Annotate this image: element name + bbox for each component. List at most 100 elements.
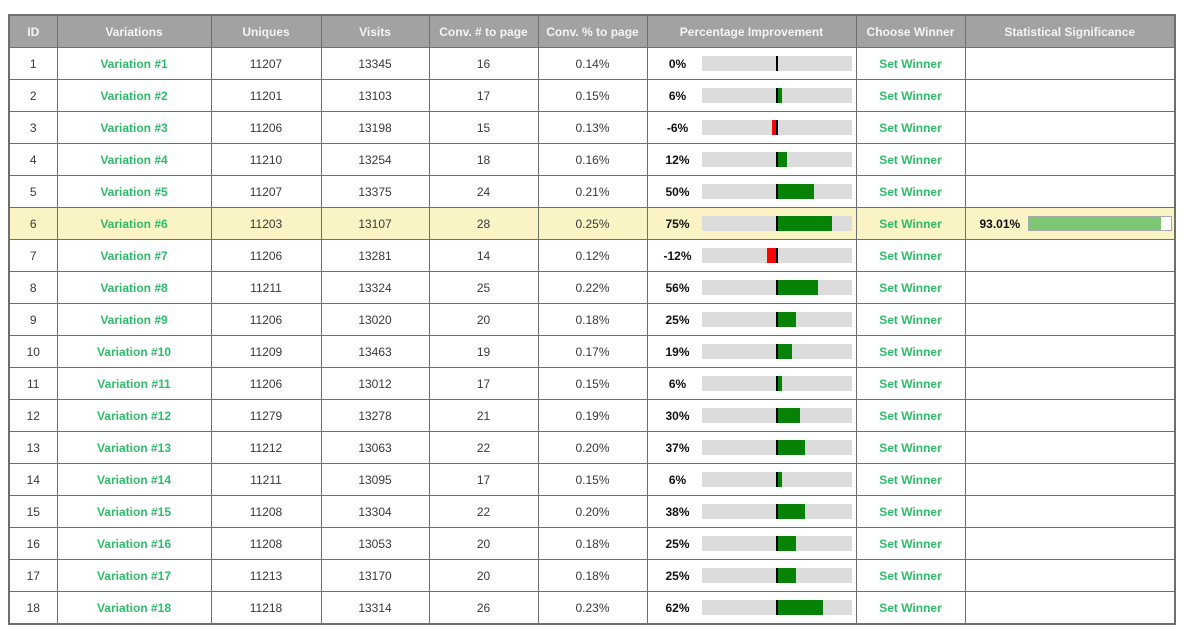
variation-link[interactable]: Variation #5: [100, 184, 168, 199]
variation-link[interactable]: Variation #12: [96, 408, 172, 423]
variation-link[interactable]: Variation #10: [96, 344, 172, 359]
variation-link[interactable]: Variation #14: [96, 472, 172, 487]
improvement-cell: 12%: [646, 143, 857, 176]
improvement-bar-track: [701, 344, 852, 359]
visits-cell: 13345: [320, 47, 430, 80]
table-body: 1 Variation #1 11207 13345 16 0.14% 0% Set Winn…: [8, 47, 1176, 625]
row-id-cell: 9: [8, 303, 58, 336]
conv-pct-cell: 0.20%: [537, 431, 648, 464]
visits-cell: 13095: [320, 463, 430, 496]
table-row: 1 Variation #1 11207 13345 16 0.14% 0% Set Winn…: [8, 47, 1176, 80]
variation-link[interactable]: Variation #3: [100, 120, 168, 135]
conv-num-cell: 15: [428, 111, 539, 144]
set-winner-button[interactable]: Set Winner: [879, 184, 942, 199]
visits-cell: 13103: [320, 79, 430, 112]
variation-link[interactable]: Variation #15: [96, 504, 172, 519]
uniques-cell: 11209: [210, 335, 322, 368]
improvement-bar-track: [701, 312, 852, 327]
improvement-bar-positive: [777, 440, 805, 455]
variation-link[interactable]: Variation #11: [97, 376, 171, 391]
variation-link[interactable]: Variation #8: [100, 280, 168, 295]
set-winner-button[interactable]: Set Winner: [879, 568, 942, 583]
set-winner-button[interactable]: Set Winner: [879, 216, 942, 231]
set-winner-button[interactable]: Set Winner: [879, 376, 942, 391]
variation-cell: Variation #12: [56, 399, 212, 432]
improvement-value-label: 25%: [665, 312, 690, 327]
uniques-cell: 11212: [210, 431, 322, 464]
variation-link[interactable]: Variation #13: [96, 440, 172, 455]
table-row: 5 Variation #5 11207 13375 24 0.21% 50% Set Win…: [8, 175, 1176, 208]
set-winner-button[interactable]: Set Winner: [879, 536, 942, 551]
improvement-value-label: 25%: [665, 536, 690, 551]
uniques-cell: 11206: [210, 303, 322, 336]
set-winner-button[interactable]: Set Winner: [879, 312, 942, 327]
set-winner-button[interactable]: Set Winner: [879, 344, 942, 359]
conv-num-cell: 19: [428, 335, 539, 368]
improvement-cell: -12%: [646, 239, 857, 272]
significance-cell: [964, 271, 1176, 304]
uniques-cell: 11279: [210, 399, 322, 432]
improvement-zero-line: [775, 312, 778, 327]
set-winner-button[interactable]: Set Winner: [879, 600, 942, 615]
row-id-cell: 3: [8, 111, 58, 144]
significance-cell: [964, 335, 1176, 368]
set-winner-button[interactable]: Set Winner: [879, 472, 942, 487]
choose-winner-cell: Set Winner: [855, 591, 966, 625]
improvement-value-label: 12%: [665, 152, 690, 167]
variation-link[interactable]: Variation #18: [96, 600, 172, 615]
uniques-cell: 11206: [210, 111, 322, 144]
visits-cell: 13053: [320, 527, 430, 560]
uniques-cell: 11207: [210, 47, 322, 80]
conv-num-cell: 24: [428, 175, 539, 208]
variation-link[interactable]: Variation #17: [96, 568, 172, 583]
improvement-zero-line: [775, 440, 778, 455]
variation-cell: Variation #1: [56, 47, 212, 80]
variation-link[interactable]: Variation #9: [100, 312, 168, 327]
conv-pct-cell: 0.16%: [537, 143, 648, 176]
conv-pct-cell: 0.13%: [537, 111, 648, 144]
improvement-value-label: 30%: [665, 408, 690, 423]
significance-cell: [964, 175, 1176, 208]
improvement-zero-line: [775, 184, 778, 199]
improvement-bar-positive: [777, 216, 832, 231]
conv-num-cell: 22: [428, 431, 539, 464]
table-row: 6 Variation #6 11203 13107 28 0.25% 75% Set Win…: [8, 207, 1176, 240]
improvement-cell: 6%: [646, 79, 857, 112]
variation-cell: Variation #16: [56, 527, 212, 560]
improvement-bar-track: [701, 184, 852, 199]
improvement-bar-track: [701, 504, 852, 519]
set-winner-button[interactable]: Set Winner: [879, 56, 942, 71]
set-winner-button[interactable]: Set Winner: [879, 280, 942, 295]
variation-link[interactable]: Variation #4: [100, 152, 168, 167]
uniques-cell: 11206: [210, 367, 322, 400]
variation-link[interactable]: Variation #16: [96, 536, 172, 551]
set-winner-button[interactable]: Set Winner: [879, 504, 942, 519]
variation-link[interactable]: Variation #6: [100, 216, 168, 231]
uniques-cell: 11211: [210, 463, 322, 496]
variation-link[interactable]: Variation #7: [100, 248, 168, 263]
improvement-cell: 0%: [646, 47, 857, 80]
set-winner-button[interactable]: Set Winner: [879, 120, 942, 135]
improvement-zero-line: [775, 568, 778, 583]
significance-cell: [964, 143, 1176, 176]
significance-cell: [964, 47, 1176, 80]
variation-link[interactable]: Variation #2: [100, 88, 168, 103]
column-header-conv_pct: Conv. % to page: [537, 14, 648, 48]
choose-winner-cell: Set Winner: [855, 175, 966, 208]
improvement-zero-line: [775, 120, 778, 135]
improvement-value-label: -6%: [666, 120, 689, 135]
set-winner-button[interactable]: Set Winner: [879, 152, 942, 167]
uniques-cell: 11207: [210, 175, 322, 208]
set-winner-button[interactable]: Set Winner: [879, 408, 942, 423]
conv-pct-cell: 0.18%: [537, 303, 648, 336]
uniques-cell: 11208: [210, 527, 322, 560]
row-id-cell: 2: [8, 79, 58, 112]
variation-link[interactable]: Variation #1: [100, 56, 168, 71]
set-winner-button[interactable]: Set Winner: [879, 248, 942, 263]
conv-num-cell: 20: [428, 559, 539, 592]
set-winner-button[interactable]: Set Winner: [879, 440, 942, 455]
row-id-cell: 11: [8, 367, 58, 400]
improvement-cell: 62%: [646, 591, 857, 625]
set-winner-button[interactable]: Set Winner: [879, 88, 942, 103]
improvement-bar-positive: [777, 280, 818, 295]
